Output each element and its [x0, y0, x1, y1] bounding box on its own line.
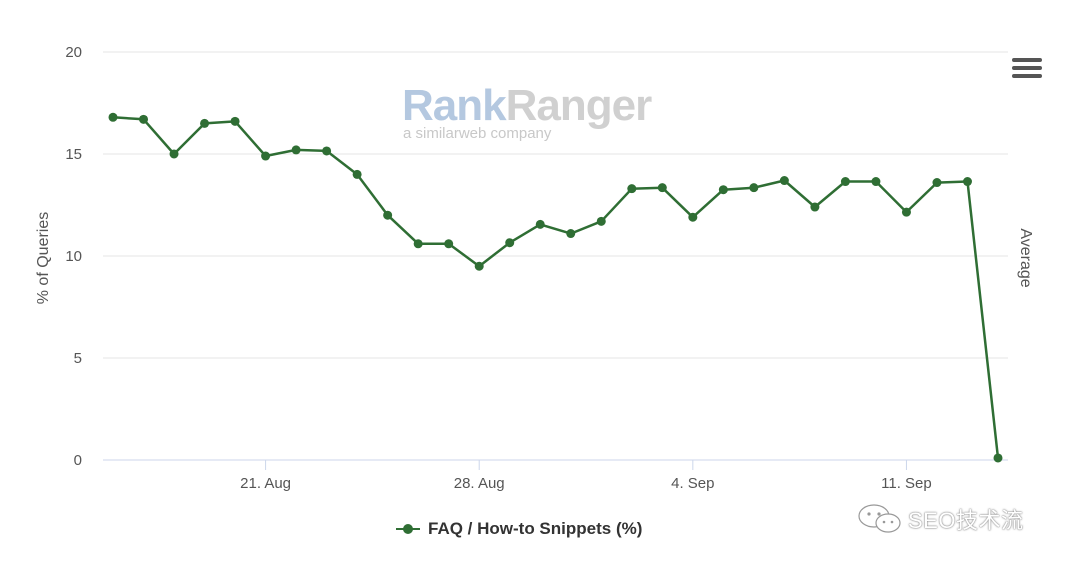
- wechat-icon: [858, 504, 901, 533]
- data-point[interactable]: [596, 216, 606, 226]
- x-tick-label: 11. Sep: [881, 475, 932, 492]
- data-point[interactable]: [566, 229, 576, 239]
- data-point[interactable]: [291, 145, 301, 155]
- x-axis-ticks: 21. Aug 28. Aug 4. Sep 11. Sep: [240, 460, 932, 492]
- x-tick-label: 21. Aug: [240, 475, 291, 492]
- data-point[interactable]: [444, 239, 454, 249]
- series-line: [112, 116, 1000, 459]
- y-tick-label: 0: [74, 452, 82, 469]
- rankranger-logo: RankRanger a similarweb company: [402, 81, 653, 142]
- data-point[interactable]: [108, 112, 118, 122]
- data-point[interactable]: [627, 184, 637, 194]
- y-tick-label: 20: [65, 44, 82, 61]
- logo-tagline: a similarweb company: [403, 125, 552, 142]
- data-point[interactable]: [688, 212, 698, 222]
- data-point[interactable]: [200, 118, 210, 128]
- y-axis-ticks: 0 5 10 15 20: [65, 44, 82, 469]
- legend-series-symbol: [396, 523, 420, 535]
- legend-series-label: FAQ / How-to Snippets (%): [428, 519, 643, 538]
- series-points: [108, 112, 1003, 463]
- hamburger-menu-icon-bar: [1012, 74, 1042, 78]
- data-point[interactable]: [169, 149, 179, 159]
- y-tick-label: 10: [65, 248, 82, 265]
- data-point[interactable]: [261, 151, 271, 161]
- x-tick-label: 4. Sep: [671, 475, 714, 492]
- data-point[interactable]: [962, 177, 972, 187]
- data-point[interactable]: [840, 177, 850, 187]
- data-point[interactable]: [901, 207, 911, 217]
- data-point[interactable]: [993, 453, 1003, 463]
- data-point[interactable]: [932, 178, 942, 188]
- data-point[interactable]: [505, 238, 515, 248]
- data-point[interactable]: [779, 176, 789, 186]
- data-point[interactable]: [352, 169, 362, 179]
- y-tick-label: 5: [74, 350, 82, 367]
- chart-menu-button[interactable]: [1012, 58, 1042, 84]
- watermark: SEO技术流: [856, 502, 1023, 536]
- data-point[interactable]: [474, 261, 484, 271]
- x-tick-label: 28. Aug: [454, 475, 505, 492]
- y-tick-label: 15: [65, 146, 82, 163]
- data-point[interactable]: [383, 210, 393, 220]
- secondary-axis-title: Average: [1017, 228, 1034, 287]
- y-axis-title: % of Queries: [35, 212, 52, 304]
- logo-brand-text: RankRanger: [402, 81, 652, 130]
- data-point[interactable]: [535, 219, 545, 229]
- data-point[interactable]: [657, 183, 667, 193]
- data-point[interactable]: [139, 114, 149, 124]
- hamburger-menu-icon: [1012, 58, 1042, 62]
- gridlines: [103, 51, 1008, 461]
- legend-item[interactable]: FAQ / How-to Snippets (%): [396, 516, 642, 542]
- data-point[interactable]: [810, 202, 820, 212]
- data-point[interactable]: [718, 185, 728, 195]
- data-point[interactable]: [871, 177, 881, 187]
- data-point[interactable]: [749, 183, 759, 193]
- hamburger-menu-icon-bar: [1012, 66, 1042, 70]
- data-point[interactable]: [413, 239, 423, 249]
- watermark-text: SEO技术流: [908, 508, 1024, 533]
- data-point[interactable]: [322, 146, 332, 156]
- data-point[interactable]: [230, 116, 240, 126]
